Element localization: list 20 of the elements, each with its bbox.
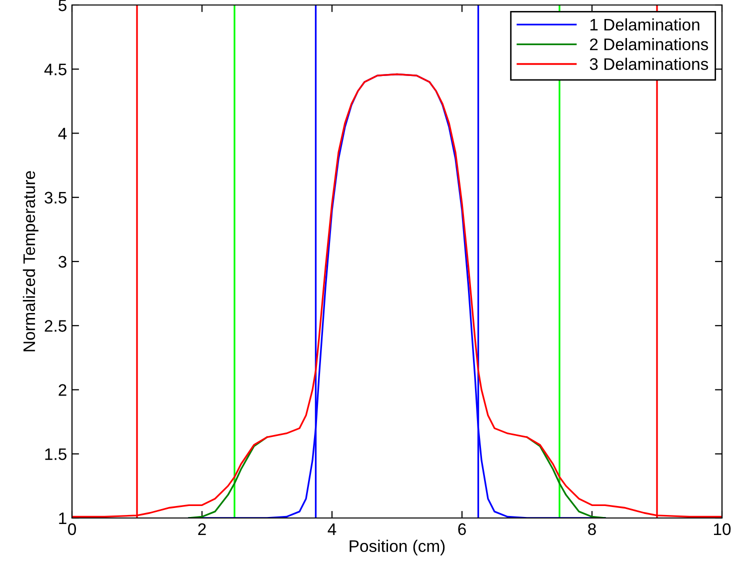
x-tick-label: 2 <box>198 523 206 535</box>
legend-label: 1 Delamination <box>590 18 700 31</box>
legend-label: 2 Delaminations <box>590 38 708 50</box>
x-tick-label: 8 <box>588 523 596 536</box>
x-tick-label: 0 <box>68 523 76 536</box>
y-tick-label: 4 <box>58 128 67 140</box>
y-tick-label: 3.5 <box>44 192 66 204</box>
legend-label: 3 Delaminations <box>590 58 708 70</box>
y-tick-label: 4.5 <box>44 64 66 76</box>
x-tick-label: 6 <box>458 523 466 536</box>
x-tick-label: 10 <box>714 523 731 536</box>
y-tick-label: 3 <box>58 256 66 268</box>
y-axis-title: Normalized Temperature <box>22 171 38 352</box>
x-tick-label: 4 <box>328 523 336 535</box>
y-tick-label: 2.5 <box>44 320 66 332</box>
y-tick-label: 1.5 <box>45 448 66 460</box>
y-tick-label: 5 <box>58 0 66 12</box>
x-axis-title: Position (cm) <box>350 540 445 556</box>
y-tick-label: 1 <box>59 512 66 524</box>
y-tick-label: 2 <box>58 384 66 396</box>
